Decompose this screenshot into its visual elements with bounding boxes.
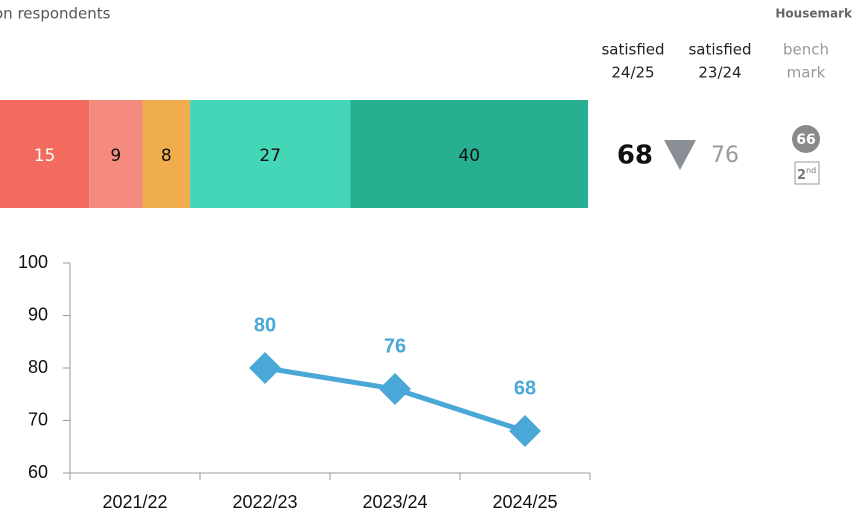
- column-header: 23/24: [698, 64, 741, 82]
- y-tick-label: 80: [28, 357, 48, 377]
- x-tick-label: 2022/23: [232, 492, 297, 512]
- segment-label: 15: [34, 146, 56, 166]
- y-tick-label: 60: [28, 462, 48, 482]
- value-label: 80: [254, 314, 276, 336]
- marker: [509, 415, 541, 447]
- x-tick-label: 2024/25: [492, 492, 557, 512]
- segment-label: 9: [110, 146, 121, 166]
- quartile-box: [794, 161, 820, 185]
- bar-segment: [142, 100, 191, 208]
- column-header: 24/25: [611, 64, 654, 82]
- current-score: 68: [617, 141, 653, 171]
- segment-label: 27: [259, 146, 281, 166]
- y-tick-label: 100: [18, 252, 48, 272]
- column-header: mark: [787, 64, 826, 82]
- bar-segment: [0, 100, 90, 208]
- column-header: satisfied: [601, 41, 664, 59]
- quartile: 2nd: [797, 166, 816, 183]
- bar-segment: [89, 100, 143, 208]
- segment-label: 8: [161, 146, 172, 166]
- subtitle: on respondents: [0, 5, 111, 23]
- marker: [249, 352, 281, 384]
- x-tick-label: 2021/22: [102, 492, 167, 512]
- bar-segment: [350, 100, 588, 208]
- previous-score: 76: [711, 143, 739, 168]
- segment-label: 40: [458, 146, 480, 166]
- decrease-arrow: [664, 140, 696, 170]
- logo: Housemark: [775, 7, 853, 21]
- benchmark-badge: [792, 125, 820, 153]
- column-header: bench: [783, 41, 829, 59]
- benchmark-score: 66: [796, 132, 815, 148]
- bar-segment: [190, 100, 351, 208]
- marker: [379, 373, 411, 405]
- x-tick-label: 2023/24: [362, 492, 427, 512]
- y-tick-label: 70: [28, 409, 48, 429]
- column-header: satisfied: [688, 41, 751, 59]
- y-tick-label: 90: [28, 304, 48, 324]
- value-label: 68: [514, 377, 536, 399]
- value-label: 76: [384, 335, 406, 357]
